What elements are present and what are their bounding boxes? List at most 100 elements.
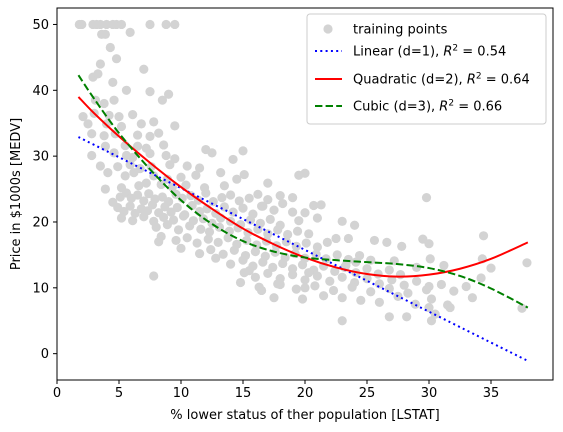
y-tick-label: 20 (32, 215, 49, 230)
scatter-point (294, 216, 304, 226)
scatter-point (312, 271, 322, 281)
scatter-point (384, 283, 394, 294)
scatter-point (421, 193, 432, 203)
x-tick-label: 35 (483, 386, 500, 401)
scatter-point (478, 231, 489, 241)
scatter-point (172, 202, 182, 213)
scatter-point (253, 224, 263, 234)
scatter-point (99, 98, 109, 109)
legend: training points Linear (d=1), R2 = 0.54 Qu… (306, 13, 547, 125)
scatter-point (397, 241, 407, 251)
scatter-point (238, 255, 248, 265)
scatter-point (341, 260, 351, 271)
scatter-point (330, 266, 340, 276)
scatter-point (78, 112, 88, 122)
scatter-point (304, 268, 314, 278)
scatter-point (116, 19, 127, 30)
scatter-points-layer (74, 19, 532, 326)
scatter-point (297, 294, 308, 304)
scatter-point (178, 211, 189, 221)
scatter-point (185, 221, 195, 231)
x-tick-label: 5 (115, 386, 123, 401)
scatter-point (412, 276, 422, 286)
scatter-point (337, 216, 347, 226)
scatter-point (133, 190, 143, 200)
scatter-point (234, 196, 244, 206)
scatter-point (522, 258, 532, 268)
scatter-point (350, 220, 360, 230)
scatter-point (275, 191, 285, 201)
scatter-point (216, 168, 226, 178)
scatter-point (309, 200, 319, 211)
scatter-point (425, 254, 435, 264)
x-tick-label: 20 (297, 386, 314, 401)
scatter-point (275, 279, 285, 290)
scatter-point (517, 303, 527, 313)
scatter-point (263, 178, 273, 188)
scatter-point (436, 279, 446, 290)
scatter-point (244, 193, 254, 203)
scatter-point (232, 174, 242, 184)
scatter-point (104, 110, 114, 120)
scatter-point (265, 214, 275, 224)
scatter-point (403, 288, 413, 298)
scatter-point (332, 250, 342, 260)
legend-label: Linear (d=1), R2 = 0.54 (353, 44, 506, 60)
scatter-point (139, 212, 149, 222)
scatter-point (229, 245, 239, 255)
scatter-point (301, 238, 311, 248)
scatter-point (250, 247, 260, 257)
scatter-point (125, 160, 135, 170)
scatter-point (165, 160, 175, 170)
scatter-point (161, 19, 171, 30)
scatter-point (384, 265, 394, 275)
scatter-point (195, 163, 205, 173)
scatter-point (410, 299, 420, 309)
scatter-point (162, 220, 172, 230)
scatter-point (219, 181, 229, 191)
scatter-point (424, 239, 434, 249)
scatter-point (176, 243, 186, 253)
scatter-point (395, 270, 406, 280)
scatter-point (316, 200, 326, 210)
scatter-point (399, 280, 409, 290)
scatter-point (161, 150, 171, 161)
scatter-point (384, 312, 394, 322)
x-tick-label: 15 (235, 386, 252, 401)
scatter-point (263, 194, 273, 205)
scatter-point (426, 294, 437, 304)
y-axis-label: Price in $1000s [MEDV] (9, 118, 24, 270)
scatter-point (128, 152, 138, 163)
scatter-point (181, 180, 191, 190)
scatter-point (218, 249, 228, 259)
scatter-point (356, 295, 366, 305)
scatter-point (238, 203, 248, 213)
scatter-point (257, 285, 267, 296)
x-tick-label: 30 (421, 386, 438, 401)
scatter-point (164, 89, 174, 99)
scatter-point (133, 130, 143, 140)
scatter-point (182, 161, 192, 171)
scatter-point (139, 64, 149, 74)
scatter-point (283, 229, 293, 240)
scatter-point (228, 154, 238, 165)
scatter-point (245, 215, 256, 225)
fit-lines-layer (77, 74, 529, 362)
scatter-point (105, 42, 115, 53)
scatter-point (312, 213, 322, 223)
scatter-point (100, 29, 110, 39)
legend-label: Cubic (d=3), R2 = 0.66 (353, 99, 502, 115)
scatter-point (77, 19, 87, 30)
scatter-point (87, 150, 97, 161)
scatter-point (325, 276, 335, 286)
scatter-point (171, 235, 181, 246)
scatter-point (297, 260, 308, 270)
scatter-point (116, 213, 127, 223)
scatter-point (207, 148, 217, 158)
scatter-point (486, 263, 496, 273)
scatter-point (128, 216, 138, 226)
scatter-point (319, 291, 329, 301)
scatter-point (263, 268, 273, 278)
